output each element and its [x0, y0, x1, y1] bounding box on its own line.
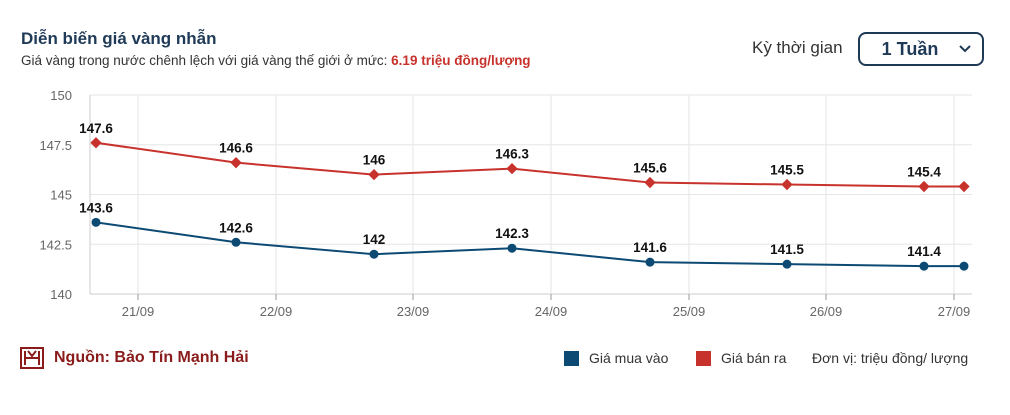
series-line-sell	[95, 141, 964, 188]
x-tick-label: 22/09	[260, 304, 293, 319]
legend-label-sell: Giá bán ra	[721, 350, 787, 366]
data-point-buy	[645, 257, 655, 267]
source-text: Nguồn: Bảo Tín Mạnh Hải	[54, 349, 249, 366]
data-point-sell	[918, 180, 930, 193]
data-point-buy	[959, 261, 969, 271]
price-gap-value: 6.19 triệu đồng/lượng	[391, 53, 531, 68]
subtitle-text: Giá vàng trong nước chênh lệch với giá v…	[21, 53, 392, 68]
source-credit: Nguồn: Bảo Tín Mạnh Hải	[20, 346, 249, 370]
btmh-logo-icon	[20, 347, 44, 369]
data-label: 142.6	[219, 220, 253, 235]
data-label: 141.4	[907, 244, 941, 259]
y-tick-label: 140	[50, 287, 72, 302]
data-point-buy	[919, 261, 929, 271]
chevron-down-icon	[959, 45, 971, 53]
period-selected-value: 1 Tuần	[881, 39, 939, 59]
legend-swatch-buy	[564, 350, 579, 366]
data-label: 145.4	[907, 165, 941, 180]
legend-swatch-sell	[696, 350, 711, 366]
data-label: 147.6	[79, 121, 113, 136]
unit-label: Đơn vị: triệu đồng/ lượng	[812, 350, 969, 366]
data-point-buy	[782, 259, 792, 269]
data-label: 141.5	[770, 242, 804, 257]
data-point-sell	[230, 157, 242, 169]
chart-subtitle: Giá vàng trong nước chênh lệch với giá v…	[21, 53, 531, 68]
data-point-sell	[644, 176, 656, 189]
series-layer: 143.6 142.6 142 142.3 141.6 141.5 141.4 147.6 14…	[79, 121, 970, 271]
period-select[interactable]: 1 Tuần	[858, 32, 984, 66]
x-tick-label: 24/09	[535, 304, 568, 319]
data-point-sell	[781, 178, 793, 191]
data-point-sell	[506, 162, 518, 175]
axes: 140 142.5 145 147.5 150 21/09 22/09 23/09 24/09 2…	[39, 88, 970, 319]
data-point-sell	[368, 168, 380, 181]
period-label: Kỳ thời gian	[752, 38, 843, 57]
x-tick-label: 21/09	[122, 304, 155, 319]
x-tick-label: 23/09	[397, 304, 430, 319]
legend-item-buy[interactable]: Giá mua vào	[564, 350, 668, 366]
y-tick-label: 150	[50, 88, 72, 103]
data-label: 146	[363, 153, 386, 168]
data-label: 145.5	[770, 163, 804, 178]
chart-title: Diễn biến giá vàng nhẫn	[21, 29, 217, 48]
data-label: 145.6	[633, 161, 667, 176]
data-label: 146.3	[495, 147, 529, 162]
data-label: 146.6	[219, 141, 253, 156]
legend-label-buy: Giá mua vào	[589, 350, 669, 366]
data-point-sell	[90, 137, 102, 149]
series-line-buy	[95, 221, 964, 268]
legend-item-sell[interactable]: Giá bán ra	[696, 350, 786, 366]
data-point-buy	[231, 237, 241, 247]
data-label: 143.6	[79, 200, 113, 215]
y-tick-label: 147.5	[39, 138, 72, 153]
x-tick-label: 25/09	[673, 304, 706, 319]
data-point-buy	[91, 217, 101, 227]
y-tick-label: 142.5	[39, 237, 72, 252]
data-point-buy	[507, 243, 517, 253]
x-tick-label: 27/09	[938, 304, 971, 319]
data-label: 142.3	[495, 226, 529, 241]
data-point-buy	[369, 249, 379, 259]
data-label: 141.6	[633, 240, 667, 255]
x-tick-label: 26/09	[810, 304, 843, 319]
data-label: 142	[363, 232, 386, 247]
data-point-sell	[958, 180, 970, 193]
y-tick-label: 145	[50, 188, 72, 203]
